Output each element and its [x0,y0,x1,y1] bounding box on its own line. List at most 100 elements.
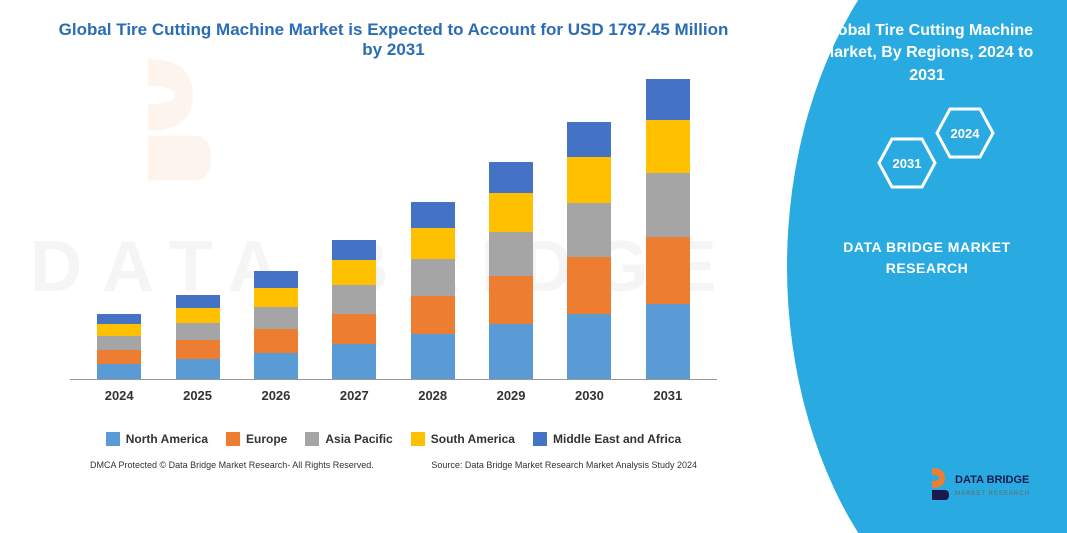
bar-group [80,314,158,379]
bar-segment [254,329,298,352]
stacked-bar [567,122,611,379]
chart-title: Global Tire Cutting Machine Market is Ex… [50,20,737,60]
legend-item: Europe [226,432,287,446]
stacked-bar [332,240,376,379]
bar-group [629,79,707,379]
bar-group [472,162,550,379]
legend-swatch [226,432,240,446]
right-panel-title: Global Tire Cutting Machine Market, By R… [807,20,1047,87]
legend-swatch [305,432,319,446]
chart-section: DATA BRIDGE Global Tire Cutting Machine … [0,0,767,533]
legend-label: North America [126,432,208,446]
bar-segment [176,295,220,308]
x-axis-label: 2025 [158,388,236,403]
bar-segment [97,314,141,324]
bar-segment [411,202,455,227]
bar-segment [567,122,611,158]
bar-segment [176,323,220,340]
bar-segment [332,285,376,313]
right-panel: Global Tire Cutting Machine Market, By R… [767,0,1067,533]
x-axis-label: 2030 [550,388,628,403]
bar-segment [254,288,298,307]
legend-item: North America [106,432,208,446]
bar-segment [332,314,376,345]
bar-segment [489,162,533,193]
bar-segment [176,308,220,323]
bar-group [237,271,315,379]
bar-segment [411,259,455,296]
bar-segment [489,193,533,232]
stacked-bar [176,295,220,379]
bar-segment [646,120,690,173]
bar-segment [97,364,141,379]
bar-segment [332,240,376,260]
chart-area: 20242025202620272028202920302031 [70,80,717,420]
right-content: Global Tire Cutting Machine Market, By R… [767,0,1067,533]
svg-text:MARKET RESEARCH: MARKET RESEARCH [955,491,1030,497]
legend-label: South America [431,432,515,446]
legend-item: South America [411,432,515,446]
brand-line-2: RESEARCH [807,258,1047,279]
legend-item: Middle East and Africa [533,432,681,446]
bars-container [70,80,717,380]
bar-segment [567,257,611,314]
bar-segment [489,324,533,379]
bar-segment [489,232,533,277]
bar-group [550,122,628,379]
hexagon-label: 2031 [893,156,922,171]
hexagon-2031: 2031 [877,137,937,189]
x-axis-label: 2028 [394,388,472,403]
footer-copyright: DMCA Protected © Data Bridge Market Rese… [90,460,374,470]
bar-segment [567,157,611,203]
bar-group [158,295,236,379]
hexagon-label: 2024 [951,126,980,141]
bar-segment [646,237,690,304]
legend-label: Europe [246,432,287,446]
stacked-bar [254,271,298,379]
stacked-bar [489,162,533,379]
bar-segment [411,334,455,379]
main-container: DATA BRIDGE Global Tire Cutting Machine … [0,0,1067,533]
bar-segment [567,203,611,257]
bar-segment [332,344,376,379]
bar-segment [411,228,455,260]
bar-segment [332,260,376,285]
databridge-logo-icon: DATA BRIDGE MARKET RESEARCH [927,463,1037,503]
brand-text: DATA BRIDGE MARKET RESEARCH [807,237,1047,279]
footer: DMCA Protected © Data Bridge Market Rese… [50,460,737,470]
chart-legend: North America Europe Asia Pacific South Ame… [50,432,737,446]
bar-group [394,202,472,379]
bar-segment [646,304,690,379]
x-axis-label: 2031 [629,388,707,403]
hexagon-group: 2031 2024 [827,107,1047,207]
legend-swatch [533,432,547,446]
bar-segment [97,336,141,349]
x-axis-labels: 20242025202620272028202920302031 [70,380,717,403]
legend-swatch [106,432,120,446]
bar-segment [254,307,298,329]
bar-segment [489,276,533,324]
x-axis-label: 2027 [315,388,393,403]
brand-line-1: DATA BRIDGE MARKET [807,237,1047,258]
svg-text:DATA BRIDGE: DATA BRIDGE [955,474,1029,486]
bar-segment [176,340,220,358]
bar-group [315,240,393,379]
legend-swatch [411,432,425,446]
legend-label: Middle East and Africa [553,432,681,446]
bar-segment [646,173,690,237]
x-axis-label: 2026 [237,388,315,403]
hexagon-2024: 2024 [935,107,995,159]
legend-label: Asia Pacific [325,432,392,446]
legend-item: Asia Pacific [305,432,392,446]
stacked-bar [97,314,141,379]
x-axis-label: 2024 [80,388,158,403]
bar-segment [254,353,298,379]
bar-segment [254,271,298,287]
stacked-bar [411,202,455,379]
bar-segment [97,324,141,336]
bar-segment [567,314,611,379]
bar-segment [411,296,455,335]
stacked-bar [646,79,690,379]
x-axis-label: 2029 [472,388,550,403]
bar-segment [97,350,141,364]
